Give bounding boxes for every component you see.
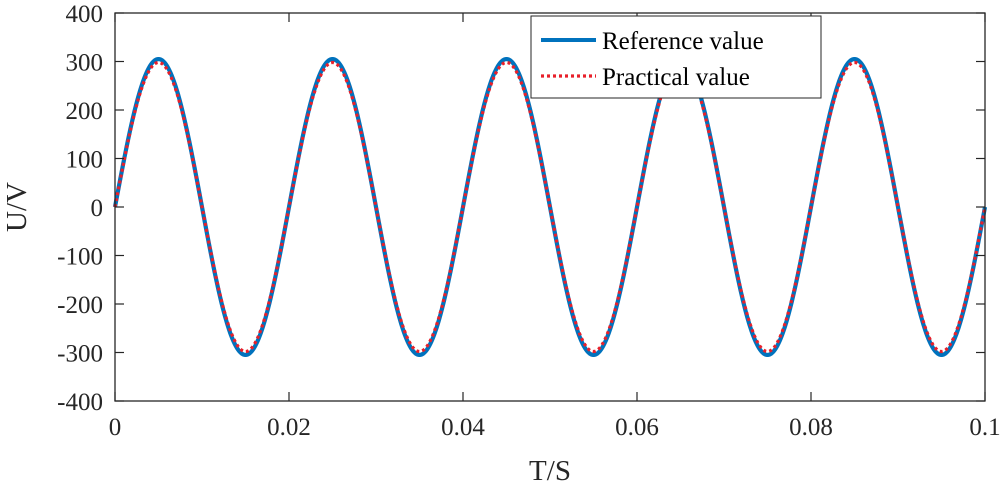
x-tick-label: 0.08 xyxy=(789,414,833,441)
y-axis-title: U/V xyxy=(1,182,33,232)
y-tick-label: 200 xyxy=(66,98,104,125)
series-line-practical-value xyxy=(113,60,987,354)
y-tick-label: -200 xyxy=(57,292,103,319)
legend-label-practical-value: Practical value xyxy=(602,64,750,91)
legend: Reference value Practical value xyxy=(530,15,822,99)
x-tick-label: 0.04 xyxy=(441,414,485,441)
x-tick-label: 0.1 xyxy=(969,414,1000,441)
x-tick-label: 0.06 xyxy=(615,414,659,441)
y-tick-label: 100 xyxy=(66,147,104,174)
series-group xyxy=(112,56,988,358)
y-tick-label: 400 xyxy=(66,1,104,28)
x-tick-label: 0 xyxy=(109,414,122,441)
x-tick-label: 0.02 xyxy=(267,414,311,441)
axis-ticks: 0 0.02 0.04 0.06 0.08 0.1 400 300 200 100 0 -100 -20… xyxy=(57,1,1000,441)
legend-box xyxy=(530,15,822,99)
y-tick-label: 0 xyxy=(91,195,104,222)
y-tick-label: -100 xyxy=(57,244,103,271)
legend-label-reference-value: Reference value xyxy=(602,28,764,55)
y-tick-label: -300 xyxy=(57,341,103,368)
x-axis-title: T/S xyxy=(529,455,571,487)
y-tick-label: -400 xyxy=(57,389,103,416)
y-tick-label: 300 xyxy=(66,50,104,77)
